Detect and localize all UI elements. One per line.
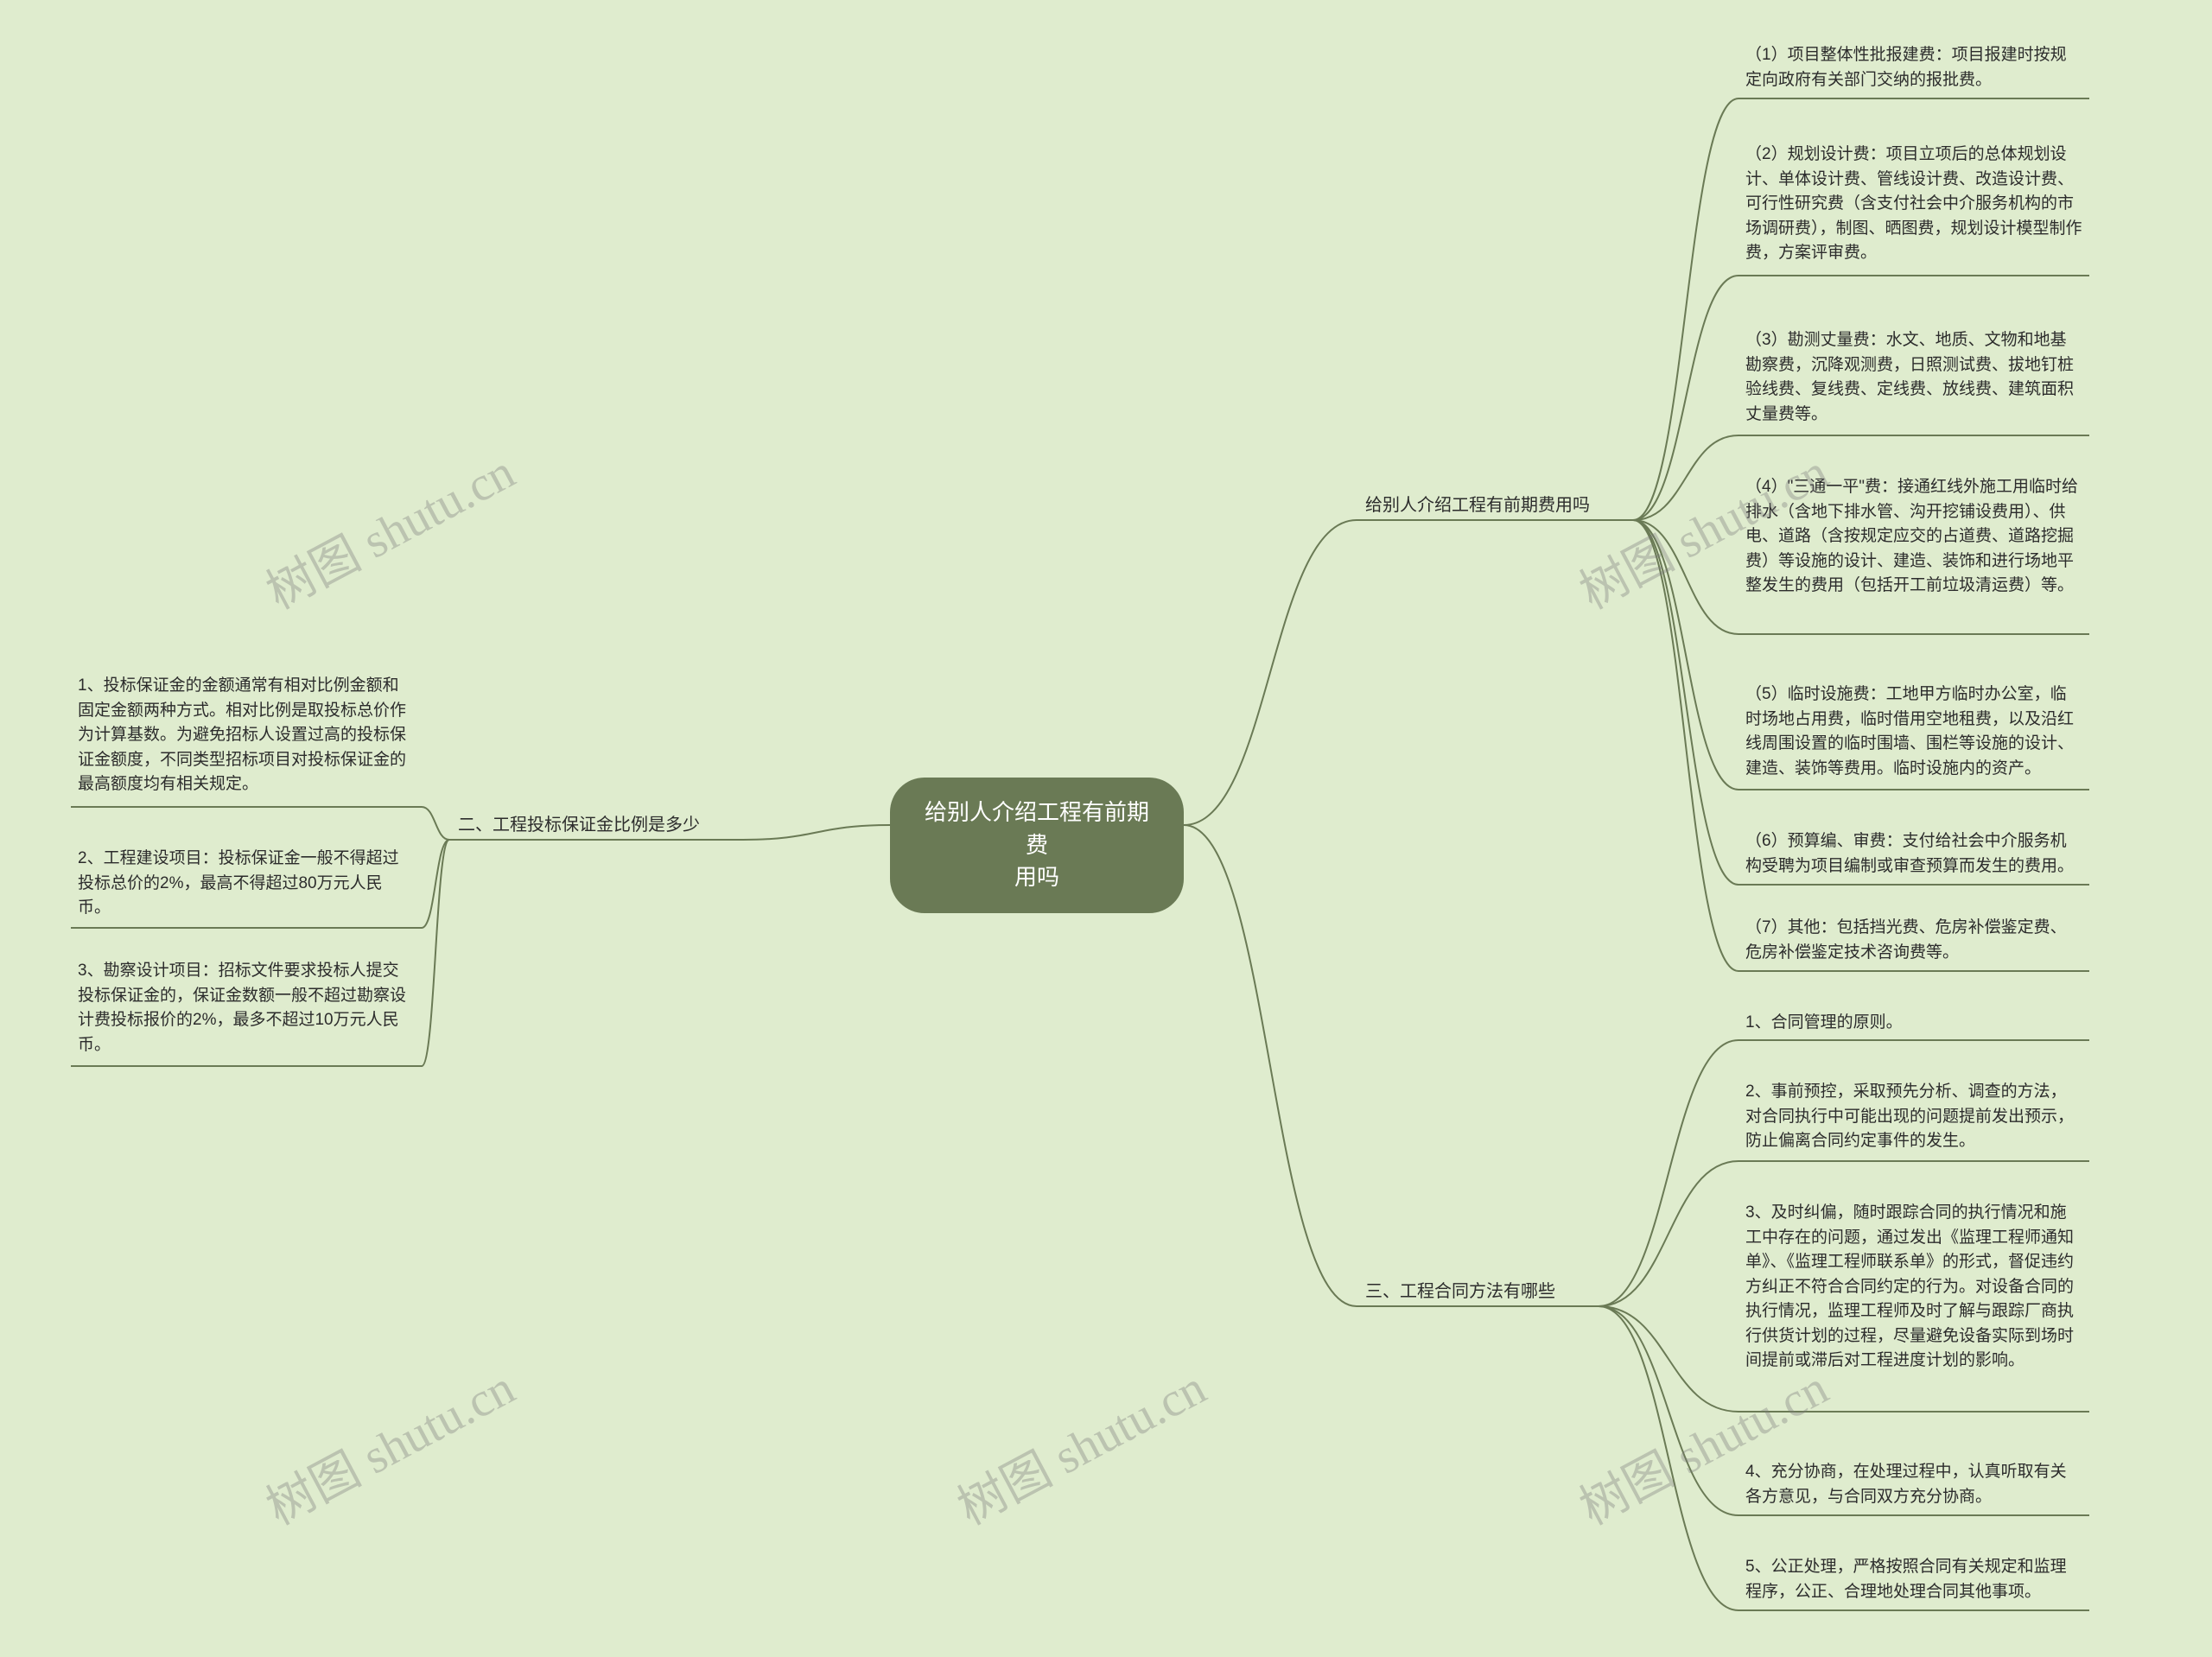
leaf-node[interactable]: （4）"三通一平"费：接通红线外施工用临时给排水（含地下排水管、沟开挖铺设费用）… xyxy=(1745,475,2082,599)
leaf-node[interactable]: 1、投标保证金的金额通常有相对比例金额和固定金额两种方式。相对比例是取投标总价作… xyxy=(78,674,415,797)
leaf-node[interactable]: 2、事前预控，采取预先分析、调查的方法，对合同执行中可能出现的问题提前发出预示，… xyxy=(1745,1080,2082,1154)
leaf-node[interactable]: 5、公正处理，严格按照合同有关规定和监理程序，公正、合理地处理合同其他事项。 xyxy=(1745,1555,2082,1604)
leaf-node[interactable]: （1）项目整体性批报建费：项目报建时按规定向政府有关部门交纳的报批费。 xyxy=(1745,43,2082,92)
branch-node[interactable]: 二、工程投标保证金比例是多少 xyxy=(458,812,700,838)
watermark: 树图 shutu.cn xyxy=(252,1349,524,1539)
leaf-node[interactable]: （5）临时设施费：工地甲方临时办公室，临时场地占用费，临时借用空地租费，以及沿红… xyxy=(1745,682,2082,781)
branch-node[interactable]: 三、工程合同方法有哪些 xyxy=(1365,1279,1555,1305)
leaf-node[interactable]: 3、及时纠偏，随时跟踪合同的执行情况和施工中存在的问题，通过发出《监理工程师通知… xyxy=(1745,1201,2082,1374)
watermark: 树图 shutu.cn xyxy=(944,1349,1216,1539)
leaf-node[interactable]: （3）勘测丈量费：水文、地质、文物和地基勘察费，沉降观测费，日照测试费、拔地钉桩… xyxy=(1745,328,2082,427)
watermark: 树图 shutu.cn xyxy=(252,434,524,623)
leaf-node[interactable]: 4、充分协商，在处理过程中，认真听取有关各方意见，与合同双方充分协商。 xyxy=(1745,1460,2082,1509)
branch-node[interactable]: 给别人介绍工程有前期费用吗 xyxy=(1365,492,1590,518)
leaf-node[interactable]: （2）规划设计费：项目立项后的总体规划设计、单体设计费、管线设计费、改造设计费、… xyxy=(1745,143,2082,266)
mindmap-canvas: 给别人介绍工程有前期费用吗给别人介绍工程有前期费用吗（1）项目整体性批报建费：项… xyxy=(0,0,2212,1657)
leaf-node[interactable]: 3、勘察设计项目：招标文件要求投标人提交投标保证金的，保证金数额一般不超过勘察设… xyxy=(78,959,415,1057)
watermark: 树图 shutu.cn xyxy=(1566,1349,1838,1539)
leaf-node[interactable]: （6）预算编、审费：支付给社会中介服务机构受聘为项目编制或审查预算而发生的费用。 xyxy=(1745,829,2082,879)
leaf-node[interactable]: 1、合同管理的原则。 xyxy=(1745,1011,2082,1036)
center-node[interactable]: 给别人介绍工程有前期费用吗 xyxy=(890,778,1184,913)
leaf-node[interactable]: （7）其他：包括挡光费、危房补偿鉴定费、危房补偿鉴定技术咨询费等。 xyxy=(1745,916,2082,965)
leaf-node[interactable]: 2、工程建设项目：投标保证金一般不得超过投标总价的2%，最高不得超过80万元人民… xyxy=(78,847,415,921)
